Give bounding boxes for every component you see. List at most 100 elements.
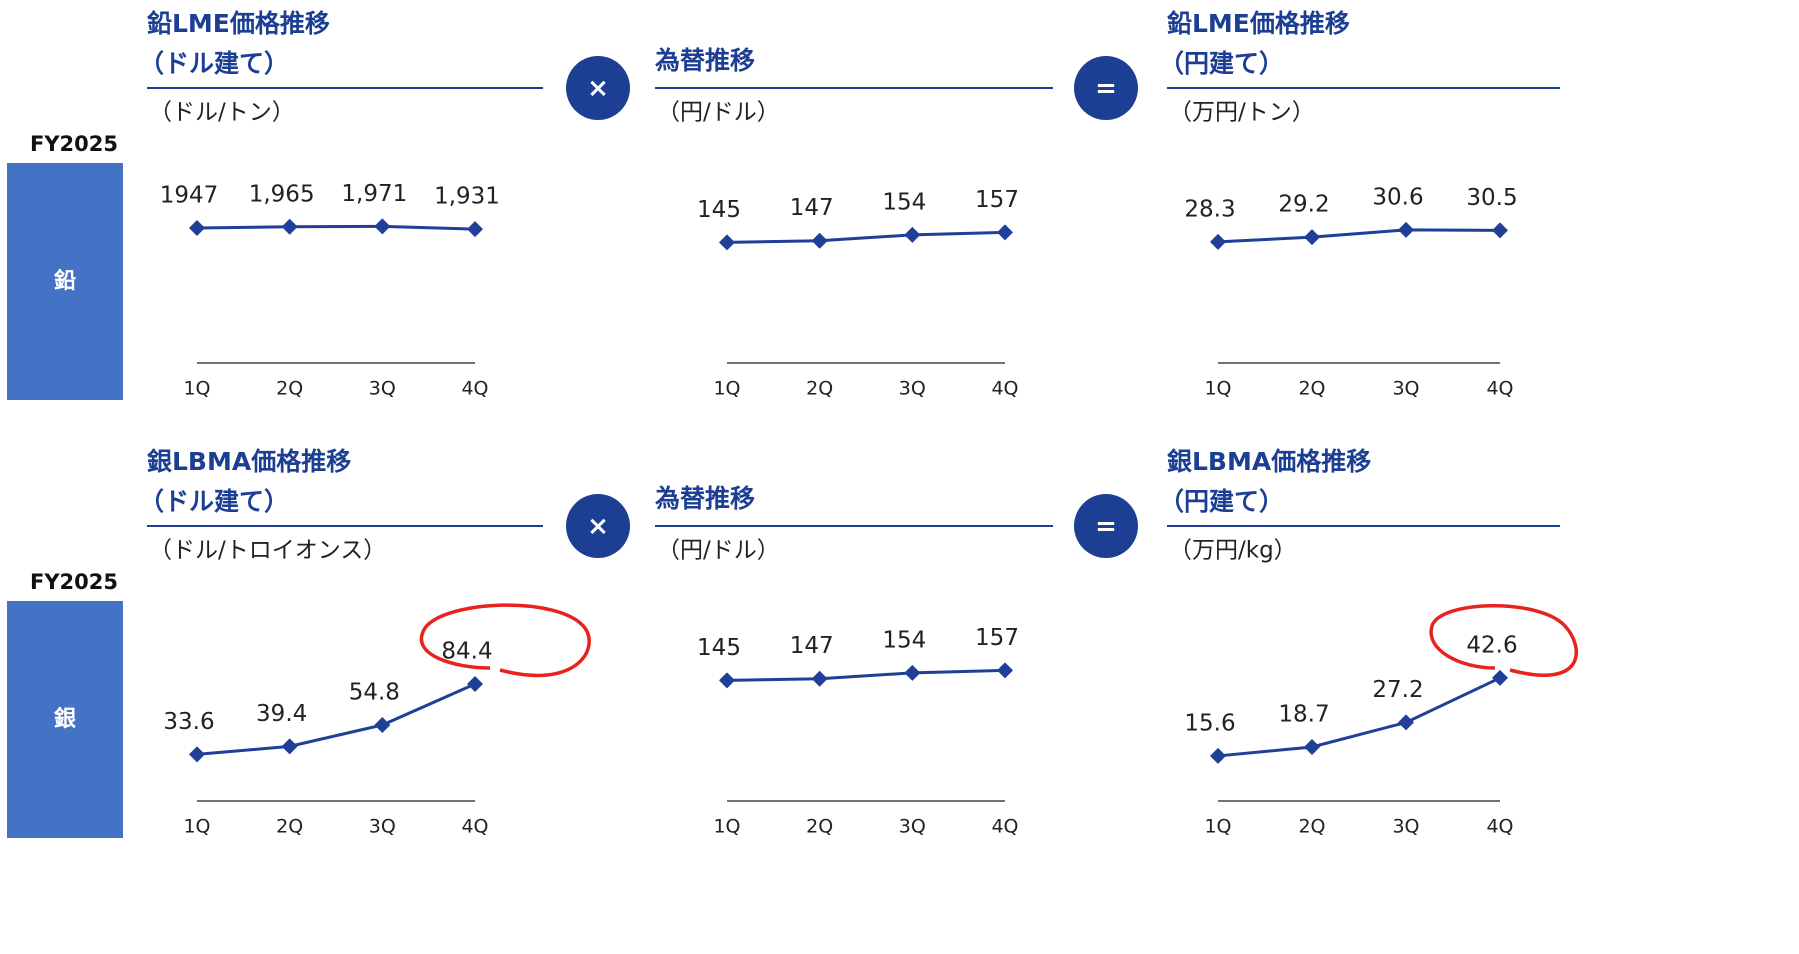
point-marker — [1304, 738, 1320, 755]
data-label: 1,971 — [341, 181, 407, 207]
fiscal-year: FY2025 — [30, 132, 118, 156]
x-tick-label: 1Q — [1204, 816, 1231, 838]
highlight-circle — [1429, 604, 1578, 677]
operator-circle — [1074, 494, 1138, 558]
x-tick-label: 3Q — [369, 816, 396, 838]
x-tick-label: 4Q — [991, 816, 1018, 838]
point-marker — [1398, 221, 1414, 238]
x-tick-label: 1Q — [713, 816, 740, 838]
data-label: 42.6 — [1466, 632, 1517, 658]
point-marker — [374, 717, 391, 734]
x-tick-label: 4Q — [461, 378, 488, 400]
data-label: 30.5 — [1466, 185, 1517, 211]
series-line — [1217, 228, 1501, 244]
chart-subtitle: （円建て） — [1159, 49, 1284, 78]
operator: = — [1095, 74, 1117, 104]
metal-label: 鉛 — [54, 268, 76, 294]
point-marker — [467, 675, 483, 692]
data-label: 154 — [882, 627, 926, 653]
chart-title: 鉛LME価格推移 — [147, 9, 330, 38]
x-tick-label: 1Q — [1204, 378, 1231, 400]
point-marker — [281, 218, 298, 235]
chart-title: 銀LBMA価格推移 — [147, 447, 351, 476]
chart-subtitle: （ドル建て） — [139, 49, 289, 78]
data-label: 18.7 — [1278, 701, 1329, 727]
x-tick-label: 2Q — [1298, 378, 1325, 400]
point-marker — [374, 218, 391, 235]
point-marker — [1492, 222, 1508, 239]
unit-label: （円/ドル） — [657, 538, 780, 564]
point-marker — [997, 224, 1013, 241]
series-line — [196, 224, 476, 231]
data-label: 157 — [975, 625, 1019, 651]
data-label: 1,931 — [434, 184, 500, 210]
x-tick-label: 4Q — [1486, 816, 1513, 838]
data-label: 54.8 — [349, 680, 400, 706]
data-label: 15.6 — [1184, 710, 1235, 736]
operator-circle — [1074, 56, 1138, 120]
x-tick-label: 3Q — [899, 816, 926, 838]
operator: × — [587, 74, 609, 104]
x-tick-label: 3Q — [369, 378, 396, 400]
data-label: 147 — [790, 633, 834, 659]
x-tick-label: 3Q — [899, 378, 926, 400]
data-label: 154 — [882, 189, 926, 215]
operator: × — [587, 512, 609, 542]
point-marker — [719, 672, 735, 689]
metal-box — [7, 601, 123, 838]
point-marker — [904, 664, 921, 681]
unit-label: （ドル/トロイオンス） — [149, 538, 386, 564]
x-tick-label: 1Q — [713, 378, 740, 400]
chart-subtitle: （ドル建て） — [139, 487, 289, 516]
x-tick-label: 2Q — [276, 816, 303, 838]
chart-subtitle: （円建て） — [1159, 487, 1284, 516]
data-label: 39.4 — [256, 701, 307, 727]
chart-title: 鉛LME価格推移 — [1167, 9, 1350, 38]
x-tick-label: 3Q — [1392, 378, 1419, 400]
unit-label: （万円/kg） — [1169, 538, 1297, 564]
metal-label: 銀 — [54, 707, 76, 732]
unit-label: （円/ドル） — [657, 100, 780, 126]
point-marker — [1398, 714, 1414, 731]
point-marker — [1492, 669, 1508, 686]
point-marker — [811, 232, 828, 249]
point-marker — [904, 226, 921, 243]
unit-label: （万円/トン） — [1169, 100, 1315, 126]
data-label: 1,965 — [249, 181, 315, 207]
x-tick-label: 4Q — [1486, 378, 1513, 400]
unit-label: （ドル/トン） — [149, 100, 295, 126]
point-marker — [719, 234, 735, 251]
operator-circle — [566, 494, 630, 558]
point-marker — [467, 221, 483, 238]
fiscal-year: FY2025 — [30, 570, 118, 594]
point-marker — [997, 662, 1013, 679]
x-tick-label: 3Q — [1392, 816, 1419, 838]
x-tick-label: 1Q — [183, 816, 210, 838]
point-marker — [1210, 747, 1226, 764]
data-label: 28.3 — [1184, 196, 1235, 222]
point-marker — [189, 746, 205, 763]
point-marker — [811, 670, 828, 687]
point-marker — [1210, 233, 1226, 250]
metal-box — [7, 163, 123, 400]
data-label: 33.6 — [163, 709, 214, 735]
x-tick-label: 4Q — [461, 816, 488, 838]
point-marker — [1304, 229, 1320, 246]
chart-title: 銀LBMA価格推移 — [1167, 447, 1371, 476]
point-marker — [189, 220, 205, 237]
series-line — [196, 682, 476, 756]
x-tick-label: 2Q — [1298, 816, 1325, 838]
x-tick-label: 2Q — [276, 378, 303, 400]
x-tick-label: 2Q — [806, 816, 833, 838]
series-line — [726, 668, 1006, 682]
data-label: 29.2 — [1278, 192, 1329, 218]
data-label: 147 — [790, 195, 834, 221]
chart-title: 為替推移 — [655, 46, 755, 75]
data-label: 157 — [975, 187, 1019, 213]
data-label: 84.4 — [441, 638, 492, 664]
series-line — [1217, 676, 1501, 758]
operator-circle — [566, 56, 630, 120]
x-tick-label: 4Q — [991, 378, 1018, 400]
operator: = — [1095, 512, 1117, 542]
